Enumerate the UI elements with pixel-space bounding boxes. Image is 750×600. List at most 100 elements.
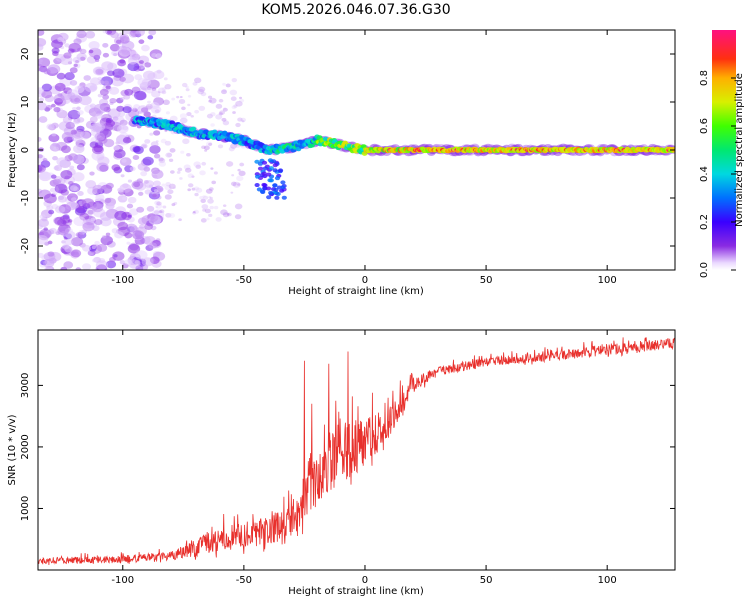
spectrogram-point [57,219,67,227]
spectrogram-point [102,94,110,100]
spectrogram-point [105,232,111,237]
spectrogram-point [149,132,154,136]
figure-title: KOM5.2026.046.07.36.G30 [261,2,450,18]
spectrogram-point [215,217,222,222]
spectrogram-point [76,30,87,39]
spectrogram-point [82,244,91,252]
spectrogram-point [185,88,190,92]
spectrogram-point [146,205,155,212]
spectrogram-point [76,106,81,111]
spectrogram-point [176,95,180,99]
spectrogram-point [72,154,85,165]
spectrogram-point [111,228,119,234]
spectrogram-point [228,146,235,152]
spectrogram-point [261,171,267,176]
spectrogram-point [107,202,115,209]
spectrogram-point [156,69,162,74]
spectrogram-point [160,138,167,144]
spectrogram-point [164,194,172,200]
spectrogram-point [90,217,96,222]
spectrogram-point [134,90,147,101]
spectrogram-point [92,184,104,194]
spectrogram-point [142,156,154,166]
spectrogram-point [104,197,112,204]
spectrogram-point [200,198,206,204]
spectrogram-point [111,164,121,171]
spectrogram-point [119,260,126,265]
spectrogram-point [138,39,145,44]
spectrogram-point [208,142,213,146]
spectrogram-point [274,195,280,200]
spectrogram-point [184,167,192,173]
spectrogram-point [142,70,156,81]
spectrogram-point [151,87,157,91]
spectrogram-point [70,202,79,209]
spectrogram-point [206,217,210,221]
spectrogram-point [95,58,100,63]
spectrogram-point [77,191,84,197]
spectrogram-point [152,174,158,179]
spectrogram-point [235,122,241,128]
spectrogram-point [178,98,186,104]
spectrogram-point [194,192,199,197]
spectrogram-point [172,186,176,189]
spectrogram-point [193,161,201,168]
spectrogram-point [102,30,108,34]
spectrogram-point [124,88,134,96]
spectrogram-point [187,95,192,98]
spectrogram-point [117,188,122,192]
spectrogram-point [38,137,42,142]
spectrogram-point [101,235,107,239]
spectrogram-point [158,157,166,164]
spectrogram-point [218,98,224,103]
spectrogram-point [49,187,57,193]
spectrogram-point [222,88,227,93]
spectrogram-point [211,180,217,185]
spectrogram-point [159,209,165,214]
spectrogram-point [157,187,163,192]
spectrogram-point [119,34,130,42]
spectrogram-point [207,95,213,99]
spectrogram-point [96,243,108,252]
spectrogram-point [150,141,159,148]
spectrogram-point [70,129,77,135]
spectrogram-point [94,218,103,226]
spectrogram-point [132,154,140,161]
spectrogram-point [70,249,82,258]
spectrogram-point [162,205,167,209]
spectrogram-point [136,206,145,213]
spectrogram-point [125,223,138,233]
spectrogram-point [186,153,191,157]
spectrogram-point [221,117,227,122]
spectrogram-point [201,145,206,150]
spectrogram-point [127,214,132,218]
spectrogram-point [63,52,72,59]
spectrogram-point [234,203,243,210]
spectrogram-point [229,89,238,96]
spectrogram-point [187,103,191,107]
spectrogram-point [154,200,161,206]
spectrogram-point [257,161,264,166]
spectrogram-point [161,90,167,95]
spectrogram-point [186,112,192,117]
x-tick-label: -50 [236,575,252,586]
spectrogram-point [144,62,152,68]
spectrogram-point [191,175,195,178]
spectrogram-point [53,106,61,113]
spectrogram-point [191,187,196,191]
spectrogram-point [277,168,284,173]
spectrogram-point [173,201,178,205]
spectrogram-point [55,54,66,63]
spectrogram-point [67,109,81,120]
spectrogram-point [90,122,103,133]
spectrogram-point [177,167,183,172]
spectrogram-point [52,146,60,152]
spectrogram-point [144,223,154,230]
spectrogram-point [89,116,98,123]
spectrogram-point [50,174,57,179]
spectrogram-point [57,36,65,43]
spectrogram-point [87,209,94,215]
snr-panel: -100 -50 0 50 100 1000 2000 3000 Height of str… [7,329,676,597]
spectrogram-point [153,130,161,136]
colorbar-tick-label: 0.2 [699,214,710,230]
